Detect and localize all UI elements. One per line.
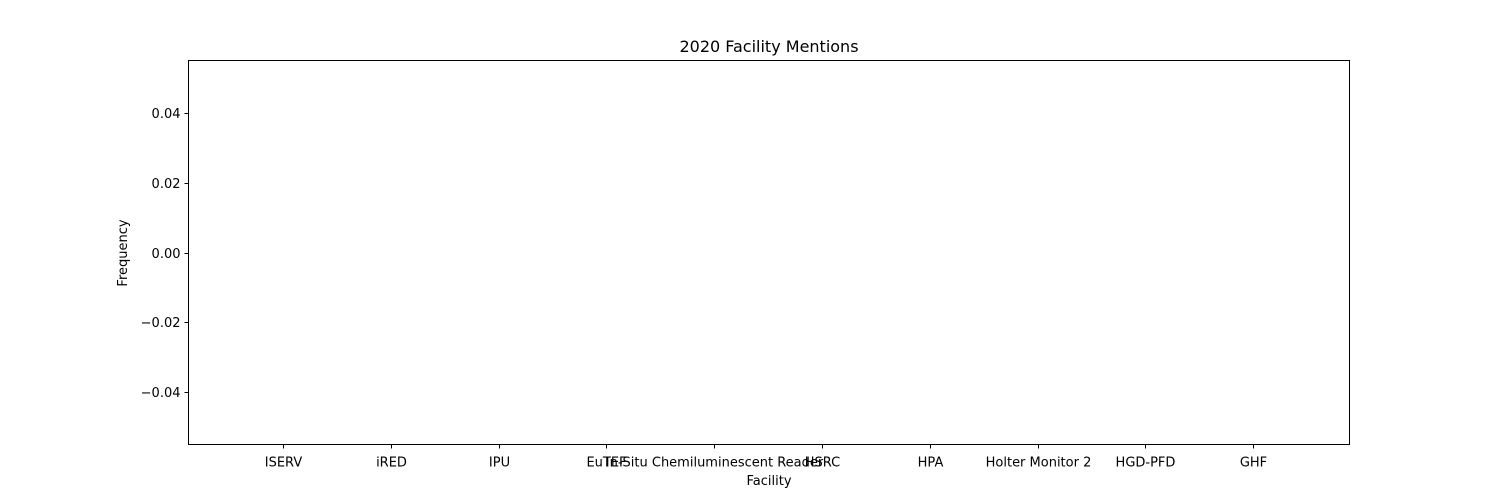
- plot-frame: [188, 60, 1350, 445]
- y-tick-label: −0.04: [141, 386, 181, 401]
- y-axis-ticks: −0.04 −0.02 0.00 0.02 0.04: [141, 107, 189, 401]
- x-axis-label: Facility: [746, 474, 791, 489]
- x-tick-label: Holter Monitor 2: [986, 456, 1092, 471]
- x-tick-label: EuTEF: [586, 456, 626, 471]
- y-axis-label: Frequency: [116, 219, 131, 286]
- x-tick-label: HPA: [918, 456, 944, 471]
- x-tick-label: In-Situ Chemiluminescent Reader: [606, 456, 824, 471]
- chart-title: 2020 Facility Mentions: [679, 37, 858, 56]
- x-tick-label: GHF: [1240, 456, 1267, 471]
- x-tick-label: HGD-PFD: [1116, 456, 1176, 471]
- y-tick-label: −0.02: [141, 316, 181, 331]
- x-tick-label: IPU: [489, 456, 510, 471]
- x-tick-label: HSRC: [805, 456, 841, 471]
- y-tick-label: 0.04: [152, 107, 181, 122]
- plot-area: [188, 60, 1350, 445]
- x-tick-label: ISERV: [265, 456, 303, 471]
- y-tick-label: 0.00: [152, 247, 181, 262]
- y-tick-label: 0.02: [152, 177, 181, 192]
- x-tick-label: iRED: [376, 456, 407, 471]
